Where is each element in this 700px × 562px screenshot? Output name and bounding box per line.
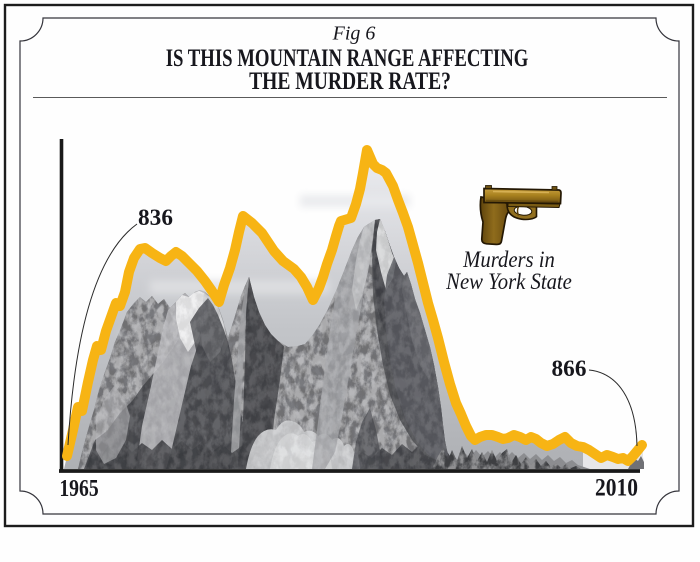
svg-text:2010: 2010 — [595, 474, 638, 502]
svg-text:866: 866 — [552, 356, 587, 382]
svg-text:Murders in: Murders in — [462, 247, 555, 272]
svg-text:Fig 6: Fig 6 — [332, 23, 376, 45]
svg-text:IS THIS MOUNTAIN RANGE AFFECTI: IS THIS MOUNTAIN RANGE AFFECTING — [166, 43, 529, 71]
svg-text:836: 836 — [138, 205, 173, 231]
svg-text:1965: 1965 — [59, 474, 98, 501]
svg-text:New York State: New York State — [445, 269, 572, 294]
svg-text:THE MURDER RATE?: THE MURDER RATE? — [249, 67, 451, 95]
